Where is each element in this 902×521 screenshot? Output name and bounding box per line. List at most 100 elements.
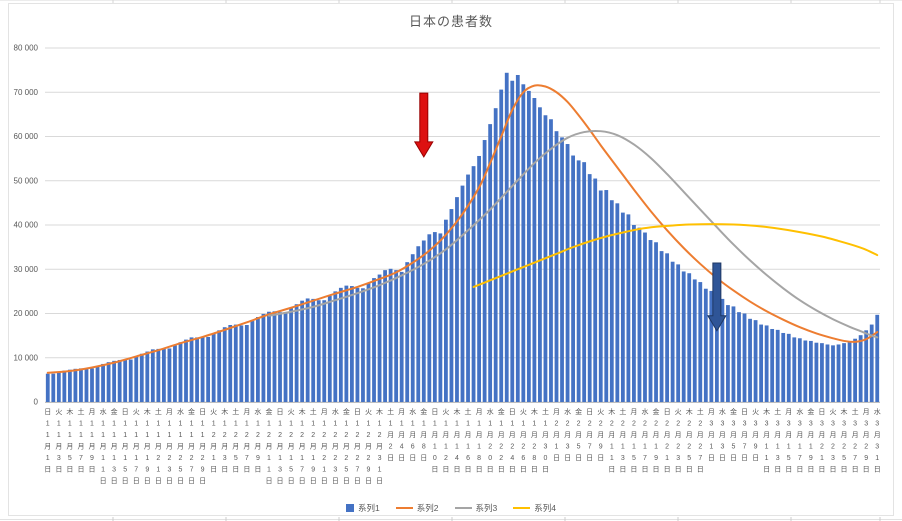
svg-text:水: 水 [796,407,803,416]
svg-text:月: 月 [653,431,660,439]
svg-text:金: 金 [730,407,737,416]
svg-text:月: 月 [874,431,881,439]
svg-text:1: 1 [190,432,194,439]
svg-text:日: 日 [619,466,626,474]
svg-text:7: 7 [355,467,359,474]
svg-text:日: 日 [420,454,427,462]
svg-text:日: 日 [542,466,549,474]
svg-text:月: 月 [89,443,96,451]
svg-text:土: 土 [465,407,472,416]
svg-text:1: 1 [433,421,437,428]
svg-text:40 000: 40 000 [14,221,39,230]
svg-text:月: 月 [785,431,792,439]
svg-text:月: 月 [453,431,460,439]
bar-series-1[interactable] [45,72,880,403]
svg-text:木: 木 [221,407,228,416]
legend-label: 系列1 [358,503,380,513]
svg-text:1: 1 [709,444,713,451]
svg-text:月: 月 [498,431,505,439]
line-series-2[interactable] [46,84,879,374]
svg-text:1: 1 [90,421,94,428]
svg-text:木: 木 [841,407,848,416]
svg-text:土: 土 [387,407,394,416]
svg-text:5: 5 [289,467,293,474]
svg-text:水: 水 [409,407,416,416]
svg-text:1: 1 [765,444,769,451]
legend-item-1[interactable]: 系列1 [346,502,380,514]
svg-text:月: 月 [199,443,206,451]
svg-text:木: 木 [453,407,460,416]
svg-text:金: 金 [111,407,118,416]
svg-text:9: 9 [311,467,315,474]
svg-text:月: 月 [431,431,438,439]
svg-text:月: 月 [398,431,405,439]
svg-text:日: 日 [265,477,272,485]
chart-frame [8,3,894,516]
svg-text:月: 月 [155,443,162,451]
svg-text:1: 1 [179,432,183,439]
svg-text:5: 5 [842,455,846,462]
svg-text:月: 月 [852,431,859,439]
svg-text:日: 日 [564,454,571,462]
svg-text:1: 1 [112,455,116,462]
svg-text:日: 日 [608,466,615,474]
svg-text:1: 1 [245,421,249,428]
svg-text:月: 月 [818,431,825,439]
svg-text:1: 1 [201,421,205,428]
svg-text:4: 4 [455,455,459,462]
svg-text:月: 月 [719,431,726,439]
svg-text:日: 日 [553,454,560,462]
svg-text:1: 1 [101,432,105,439]
svg-text:日: 日 [254,466,261,474]
svg-text:3: 3 [864,421,868,428]
svg-text:火: 火 [365,408,372,416]
svg-text:火: 火 [597,408,604,416]
svg-text:1: 1 [543,421,547,428]
blue-arrow-annotation[interactable] [706,262,727,332]
svg-text:日: 日 [442,466,449,474]
svg-text:1: 1 [411,421,415,428]
svg-text:1: 1 [123,432,127,439]
svg-text:日: 日 [77,466,84,474]
svg-text:10 000: 10 000 [14,353,39,362]
svg-text:月: 月 [564,431,571,439]
svg-text:3: 3 [743,421,747,428]
svg-text:日: 日 [818,466,825,474]
svg-text:日: 日 [719,454,726,462]
legend-item-3[interactable]: 系列3 [454,502,497,514]
svg-text:1: 1 [212,455,216,462]
svg-text:1: 1 [311,455,315,462]
svg-text:1: 1 [300,455,304,462]
svg-text:金: 金 [498,407,505,416]
svg-text:2: 2 [311,432,315,439]
legend-item-2[interactable]: 系列2 [395,502,439,514]
svg-text:月: 月 [708,408,715,416]
line-series-3[interactable] [267,129,879,339]
svg-text:日: 日 [155,477,162,485]
svg-text:日: 日 [277,477,284,485]
svg-text:7: 7 [79,455,83,462]
svg-text:日: 日 [288,477,295,485]
svg-text:50 000: 50 000 [14,176,39,185]
svg-text:0: 0 [433,455,437,462]
blue-arrow[interactable] [706,262,727,332]
svg-text:1: 1 [79,432,83,439]
svg-text:月: 月 [55,443,62,451]
svg-text:1: 1 [123,421,127,428]
line-series-4[interactable] [472,223,879,288]
svg-text:日: 日 [697,466,704,474]
red-arrow-annotation[interactable] [413,92,434,158]
svg-text:月: 月 [288,443,295,451]
svg-text:2: 2 [223,432,227,439]
svg-text:2: 2 [355,455,359,462]
svg-text:日: 日 [531,466,538,474]
red-arrow[interactable] [413,92,434,158]
svg-text:日: 日 [55,466,62,474]
svg-text:土: 土 [77,407,84,416]
svg-text:1: 1 [156,467,160,474]
legend-item-4[interactable]: 系列4 [513,502,556,514]
svg-text:日: 日 [177,477,184,485]
svg-text:日: 日 [774,466,781,474]
